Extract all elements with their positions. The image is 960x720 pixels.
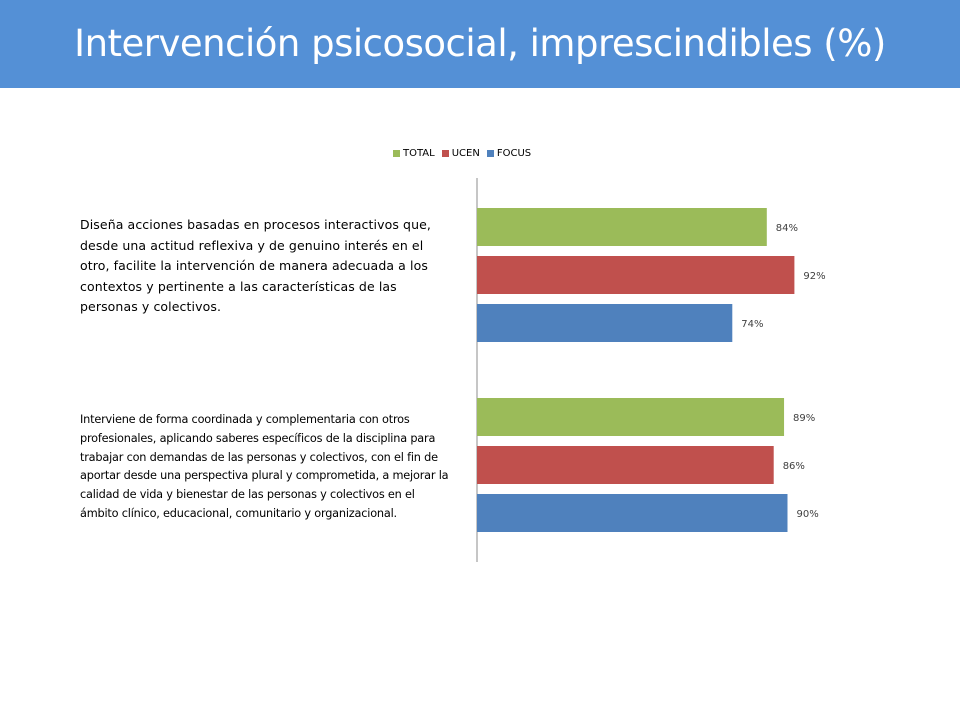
- data-label-focus-1: 90%: [797, 509, 819, 520]
- title-banner: [0, 0, 960, 88]
- category-label-coordination: Interviene de forma coordinada y complem…: [80, 413, 449, 520]
- category-label-design: Diseña acciones basadas en procesos inte…: [80, 217, 431, 314]
- bar-total-1: [477, 398, 785, 436]
- data-label-total-1: 89%: [793, 413, 815, 424]
- legend-item-total: TOTAL: [393, 148, 435, 159]
- data-label-total-0: 84%: [776, 223, 798, 234]
- bar-focus-0: [477, 304, 733, 342]
- bar-total-0: [477, 208, 767, 246]
- bar-focus-1: [477, 494, 788, 532]
- bar-ucen-1: [477, 446, 774, 484]
- data-label-ucen-1: 86%: [783, 461, 805, 472]
- slide-title: Intervención psicosocial, imprescindible…: [74, 22, 886, 65]
- legend-item-focus: FOCUS: [486, 147, 532, 159]
- legend-label-total: TOTAL: [403, 147, 435, 159]
- bar-ucen-0: [477, 256, 795, 294]
- chart-legend: TOTAL UCEN FOCUS: [393, 146, 538, 160]
- legend-label-focus: FOCUS: [496, 147, 532, 159]
- legend-swatch-ucen: [441, 149, 449, 157]
- legend-swatch-total: [393, 149, 400, 157]
- data-label-ucen-0: 92%: [803, 271, 825, 282]
- legend-item-ucen: UCEN: [441, 147, 480, 159]
- data-label-focus-0: 74%: [741, 319, 763, 330]
- legend-swatch-focus: [486, 149, 494, 157]
- legend-label-ucen: UCEN: [451, 147, 480, 159]
